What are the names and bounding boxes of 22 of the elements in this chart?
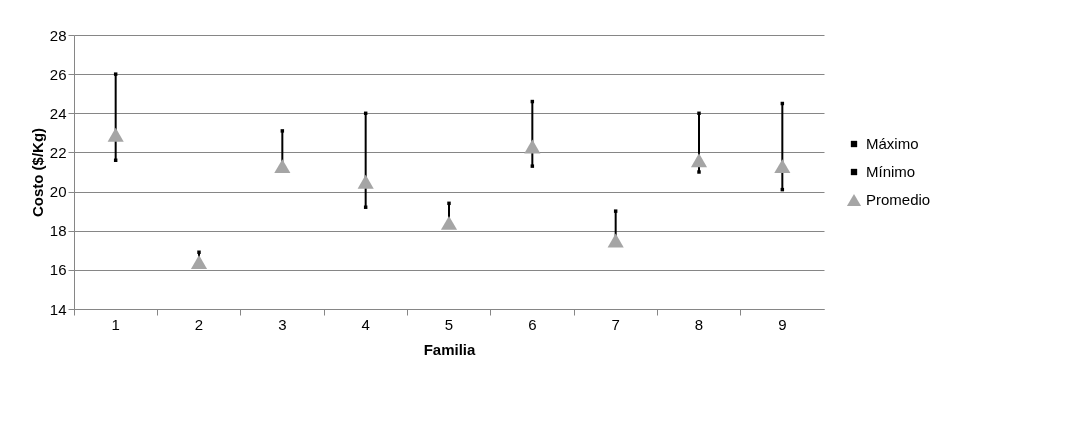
y-tick-label: 24 [49, 104, 67, 122]
x-axis-title: Familia [423, 340, 476, 358]
y-tick-label: 26 [49, 65, 67, 83]
y-tick-label: 14 [49, 300, 67, 318]
x-tick-label: 7 [611, 315, 620, 333]
x-tick-label: 6 [528, 315, 537, 333]
legend-label: Mínimo [866, 163, 916, 180]
x-tick-label: 5 [444, 315, 454, 333]
x-tick-label: 3 [278, 315, 287, 333]
y-tick-label: 22 [49, 143, 67, 161]
legend-label: Promedio [866, 191, 931, 208]
x-tick-label: 4 [361, 315, 370, 333]
x-tick-label: 8 [694, 315, 704, 333]
x-tick-label: 1 [111, 315, 120, 333]
legend-label: Máximo [866, 135, 919, 152]
y-tick-label: 18 [49, 222, 67, 240]
y-tick-label: 28 [49, 26, 67, 44]
x-tick-label: 2 [194, 315, 204, 333]
y-tick-label: 20 [49, 183, 67, 201]
y-tick-label: 16 [49, 261, 67, 279]
y-axis-title: Costo ($/Kg) [28, 127, 46, 218]
x-tick-label: 9 [778, 315, 787, 333]
